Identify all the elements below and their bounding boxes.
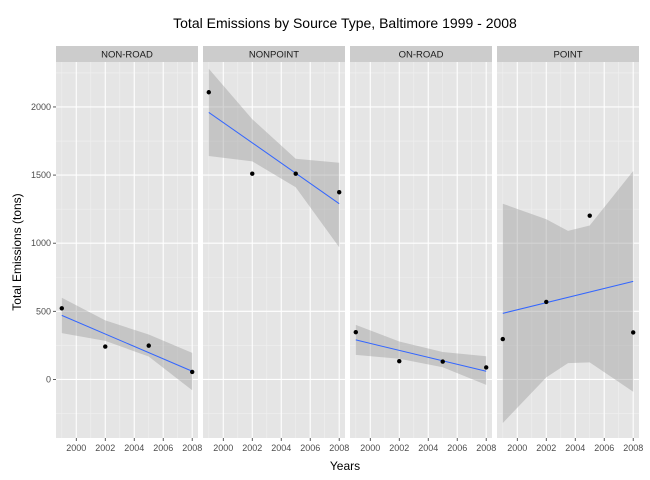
x-axis-nonpoint: 2000 2002 2004 2006 2008: [213, 438, 349, 453]
y-tick-label: 1000: [31, 238, 51, 248]
regression-line: [61, 314, 193, 372]
panel-on-road: ON-ROAD: [350, 46, 492, 438]
y-axis-title: Total Emissions (tons): [10, 193, 24, 310]
panel-nonpoint: NONPOINT: [203, 46, 345, 438]
data-point: [206, 90, 211, 95]
y-tick-label: 0: [46, 374, 51, 384]
confidence-band: [355, 324, 487, 385]
x-tick-label: 2008: [623, 443, 643, 453]
x-tick-label: 2004: [418, 443, 438, 453]
chart-title: Total Emissions by Source Type, Baltimor…: [173, 15, 517, 31]
strip-background: [203, 46, 345, 62]
x-tick-label: 2004: [124, 443, 144, 453]
data-point: [337, 190, 342, 195]
panel-point: POINT: [497, 46, 639, 438]
x-axis-point: 2000 2002 2004 2006 2008: [507, 438, 643, 453]
x-tick-label: 2008: [476, 443, 496, 453]
data-point: [59, 306, 64, 311]
panel-plot-area: [497, 62, 639, 438]
x-tick-label: 2002: [95, 443, 115, 453]
x-tick-label: 2002: [242, 443, 262, 453]
regression-line: [502, 280, 634, 314]
data-point: [484, 365, 489, 370]
x-tick-label: 2002: [389, 443, 409, 453]
data-point: [353, 329, 358, 335]
data-point: [397, 358, 402, 364]
y-tick-label: 2000: [31, 102, 51, 112]
panel-plot-area: [350, 62, 492, 438]
y-tick-label: 500: [36, 306, 51, 316]
facet-panels: NON-ROAD NONPOINT ON-ROAD POINT: [56, 46, 639, 438]
x-tick-label: 2004: [271, 443, 291, 453]
data-point: [440, 359, 445, 364]
x-axes: 2000 2002 2004 2006 2008 2000 2002 2004 2006 2008…: [66, 438, 643, 453]
x-tick-label: 2008: [329, 443, 349, 453]
y-tick-label: 1500: [31, 170, 51, 180]
x-tick-label: 2000: [507, 443, 527, 453]
x-tick-label: 2006: [300, 443, 320, 453]
x-tick-label: 2006: [447, 443, 467, 453]
data-point: [587, 213, 592, 218]
x-tick-label: 2006: [594, 443, 614, 453]
data-point: [103, 344, 108, 349]
x-axis-non-road: 2000 2002 2004 2006 2008: [66, 438, 202, 453]
x-tick-label: 2006: [153, 443, 173, 453]
data-point: [544, 299, 549, 305]
strip-background: [497, 46, 639, 62]
panel-background: [56, 62, 198, 438]
data-point: [631, 330, 636, 335]
x-tick-label: 2004: [565, 443, 585, 453]
data-point: [293, 171, 298, 176]
x-tick-label: 2002: [536, 443, 556, 453]
panel-background: [350, 62, 492, 438]
x-tick-label: 2008: [182, 443, 202, 453]
x-tick-label: 2000: [66, 443, 86, 453]
confidence-band: [61, 297, 193, 391]
x-tick-label: 2000: [360, 443, 380, 453]
strip-label: NONPOINT: [249, 50, 299, 61]
strip-label: POINT: [553, 50, 582, 61]
panel-background: [497, 62, 639, 438]
x-axis-on-road: 2000 2002 2004 2006 2008: [360, 438, 496, 453]
y-axis: 0 500 1000 1500 2000: [31, 102, 56, 384]
data-point: [146, 343, 151, 348]
panel-non-road: NON-ROAD: [56, 46, 198, 438]
data-point: [250, 171, 255, 176]
regression-line: [208, 111, 340, 205]
x-tick-label: 2000: [213, 443, 233, 453]
panel-plot-area: [56, 62, 198, 438]
x-axis-title: Years: [330, 459, 360, 473]
strip-label: NON-ROAD: [101, 50, 153, 61]
regression-line: [355, 339, 487, 372]
data-point: [500, 336, 505, 342]
data-point: [190, 369, 195, 375]
strip-label: ON-ROAD: [399, 50, 444, 61]
strip-background: [56, 46, 198, 62]
strip-background: [350, 46, 492, 62]
panel-plot-area: [203, 62, 345, 438]
